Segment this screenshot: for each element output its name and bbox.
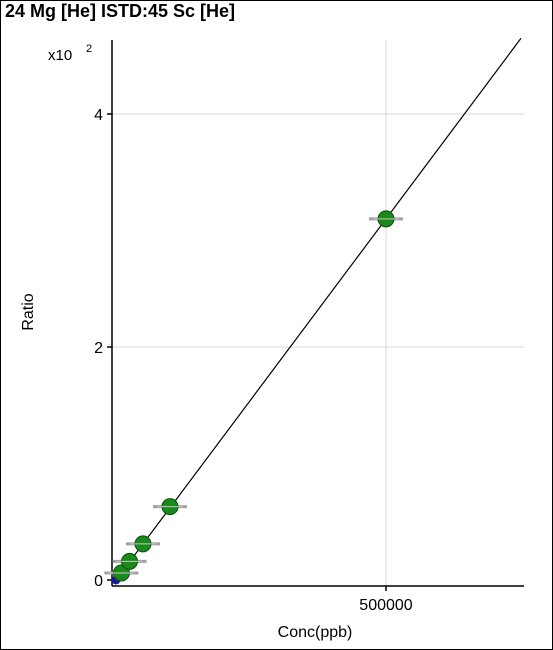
y-tick-label: 2 xyxy=(94,340,103,357)
data-point xyxy=(112,552,147,570)
axis-layer xyxy=(111,40,524,587)
y-axis-label: Ratio xyxy=(20,293,37,330)
point-layer xyxy=(104,210,403,585)
data-point xyxy=(126,535,160,553)
chart-title: 24 Mg [He] ISTD:45 Sc [He] xyxy=(5,1,236,21)
x-axis-label: Conc(ppb) xyxy=(278,624,353,641)
data-point xyxy=(153,498,187,516)
grid-layer xyxy=(112,40,524,586)
x-tick-label: 500000 xyxy=(359,597,412,614)
data-point xyxy=(369,210,403,228)
data-point xyxy=(104,564,139,582)
y-scale-prefix: x10 xyxy=(48,47,72,64)
fit-line xyxy=(115,37,522,581)
y-scale-exponent: 2 xyxy=(86,43,92,55)
y-tick-label: 4 xyxy=(94,107,103,124)
y-tick-label: 0 xyxy=(94,573,103,590)
fit-line-layer xyxy=(115,37,522,581)
tick-layer: 0 2 4 500000 xyxy=(94,107,413,614)
